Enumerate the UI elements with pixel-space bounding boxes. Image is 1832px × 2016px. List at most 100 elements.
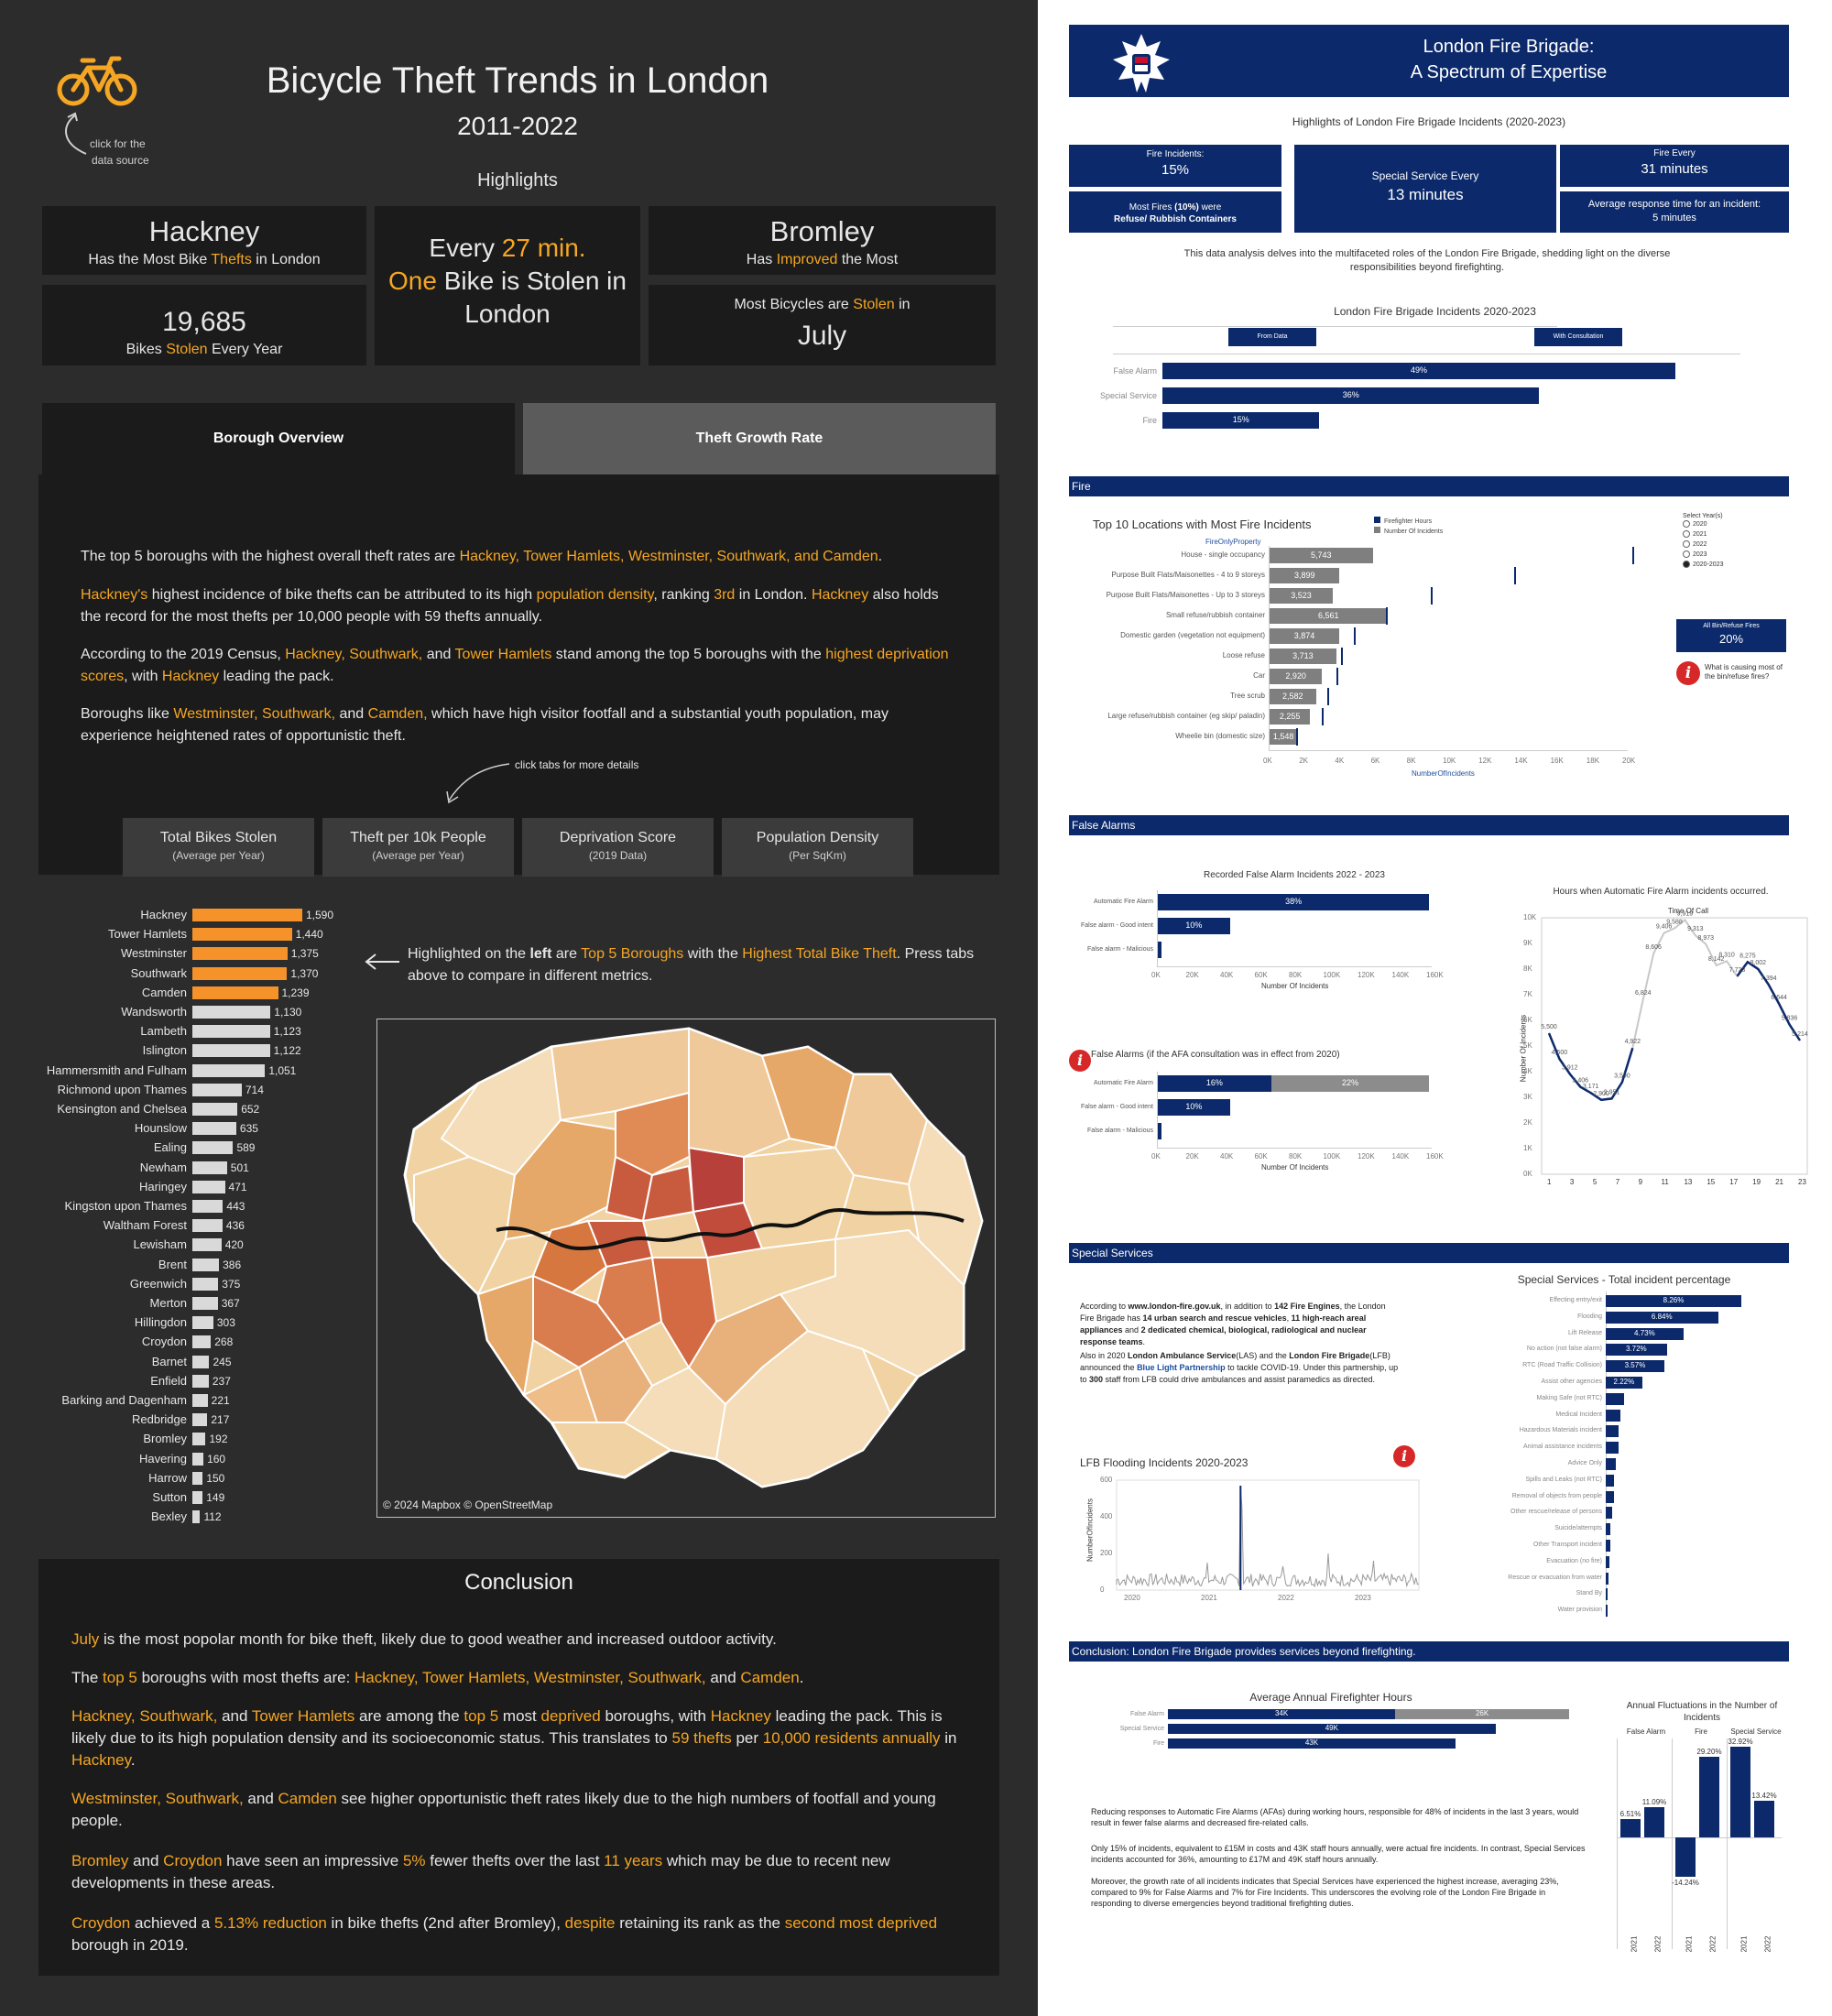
year-option[interactable]: 2020 [1683, 519, 1793, 529]
borough-value: 1,239 [281, 986, 310, 999]
data-source-note-line2[interactable]: data source [92, 154, 149, 167]
afa-point-label: 6,644 [1771, 995, 1787, 1001]
afa-series-line [1548, 918, 1801, 1101]
ss-category-label: Stand By [1576, 1590, 1602, 1597]
borough-enfield[interactable] [688, 1027, 791, 1159]
year-radio[interactable] [1683, 520, 1690, 529]
top10-bar-label: 3,713 [1292, 651, 1314, 660]
borough-bexley[interactable] [779, 1228, 965, 1379]
bin-question[interactable]: What is causing most of the bin/refuse f… [1705, 663, 1783, 681]
top10-bar-label: 3,874 [1293, 631, 1315, 640]
year-option[interactable]: 2020-2023 [1683, 560, 1793, 570]
tab-theft-growth-rate[interactable]: Theft Growth Rate [523, 403, 996, 474]
kpi-hackney-sub: Has the Most Bike Thefts in London [88, 252, 321, 267]
year-selector[interactable]: Select Year(s) 2020 2021 2022 2023 2020-2023 [1683, 513, 1793, 570]
year-radio[interactable] [1683, 530, 1690, 539]
top10-fire-chart: 5,743 3,899 3,523 6,561 3,874 3,713 2,920 2,582… [1038, 546, 1789, 784]
year-radio[interactable] [1683, 561, 1690, 569]
borough-hounslow[interactable] [476, 1274, 534, 1398]
year-radio[interactable] [1683, 550, 1690, 559]
afa-point-label: 8,275 [1739, 953, 1756, 959]
fa-chart-title: False Alarms (if the AFA consultation wa… [1091, 1050, 1340, 1060]
data-source-note-line1[interactable]: click for the [90, 137, 146, 150]
london-map-svg[interactable] [377, 1019, 996, 1518]
borough-bar [192, 1316, 213, 1330]
fa-x-tick: 120K [1358, 971, 1375, 979]
afa-point-label: 5,836 [1782, 1016, 1798, 1022]
afa-point-label: 7,394 [1761, 975, 1777, 982]
borough-label: Ealing [153, 1140, 187, 1155]
flooding-frame [1116, 1479, 1420, 1591]
fluct-group-divider [1672, 1738, 1673, 1949]
afa-point-label: 3,171 [1583, 1084, 1599, 1090]
top10-bar: 3,899 [1270, 568, 1340, 583]
fa-x-tick: 80K [1289, 1152, 1303, 1161]
borough-value: 635 [239, 1122, 258, 1136]
tabs-hint-arrow-icon [446, 763, 510, 804]
metric-tab-total-bikes-stolen[interactable]: Total Bikes Stolen (Average per Year) [123, 818, 314, 877]
data-source-note[interactable]: click for the data source [90, 136, 149, 169]
top10-legend: Firefighter Hours Number Of Incidents [1374, 517, 1443, 535]
bicycle-icon[interactable] [57, 53, 137, 108]
borough-bar [192, 1219, 223, 1233]
ff-category-label: Fire [1152, 1740, 1164, 1747]
london-borough-map[interactable]: © 2024 Mapbox © OpenStreetMap [376, 1019, 996, 1518]
conclusion-panel: Conclusion July is the most popolar mont… [38, 1559, 999, 1976]
fa-x-tick: 140K [1391, 971, 1410, 979]
incident-type-label: False Alarm [1113, 366, 1157, 376]
ss-category-label: Making Safe (not RTC) [1536, 1394, 1602, 1401]
kpi-hackney: Hackney Has the Most Bike Thefts in Lond… [42, 206, 366, 275]
metric-tab-population-density[interactable]: Population Density (Per SqKm) [722, 818, 913, 877]
borough-label: Hackney [140, 908, 187, 921]
special-text-1: According to www.london-fire.gov.uk, in … [1080, 1302, 1386, 1346]
afa-title: Hours when Automatic Fire Alarm incident… [1553, 887, 1769, 897]
metric-tab-theft-per-10k[interactable]: Theft per 10k People (Average per Year) [322, 818, 514, 877]
year-option[interactable]: 2021 [1683, 529, 1793, 539]
year-options[interactable]: 2020 2021 2022 2023 2020-2023 [1683, 519, 1793, 570]
afa-point-label: 8,310 [1718, 952, 1735, 958]
borough-bar [192, 986, 278, 999]
kpi-fire-every-label: Fire Every [1653, 148, 1696, 158]
incident-type-label: Fire [1142, 416, 1158, 425]
top10-bar-label: 2,582 [1282, 692, 1303, 701]
ss-category-label: Medical Incident [1555, 1411, 1602, 1418]
ff-bar: 49K [1168, 1724, 1496, 1734]
ss-bar [1606, 1540, 1611, 1552]
info-icon[interactable]: i [1676, 661, 1700, 685]
borough-bar [192, 1083, 242, 1096]
borough-label: Haringey [138, 1179, 187, 1193]
flooding-info-icon[interactable]: i [1393, 1445, 1415, 1467]
metric-tab-deprivation-score[interactable]: Deprivation Score (2019 Data) [522, 818, 714, 877]
ss-bar [1606, 1507, 1613, 1520]
borough-hillingdon[interactable] [413, 1155, 517, 1296]
year-option[interactable]: 2023 [1683, 550, 1793, 560]
legend-from-data[interactable]: From Data [1228, 328, 1316, 346]
lfb-conclusion-1: Reducing responses to Automatic Fire Ala… [1091, 1807, 1579, 1827]
lfb-incidents-rule [1113, 326, 1557, 327]
top10-x-tick: 0K [1263, 757, 1272, 765]
top10-bar: 2,920 [1270, 669, 1323, 684]
ss-category-label: Evacuation (no fire) [1546, 1557, 1602, 1564]
fa-x-tick: 60K [1254, 971, 1268, 979]
flooding-x-tick: 2022 [1278, 1594, 1294, 1602]
borough-bar [192, 1491, 203, 1504]
top10-x-tick: 20K [1622, 757, 1636, 765]
borough-hackney[interactable] [687, 1146, 745, 1214]
year-radio[interactable] [1683, 540, 1690, 549]
legend-with-consultation[interactable]: With Consultation [1534, 328, 1622, 346]
tab-borough-overview[interactable]: Borough Overview [42, 403, 515, 474]
ss-bar [1606, 1442, 1619, 1455]
borough-bar [192, 909, 302, 921]
borough-lambeth[interactable] [595, 1256, 663, 1342]
fa-bar [1158, 1123, 1161, 1139]
consultation-info-icon[interactable]: i [1069, 1050, 1091, 1072]
borough-value: 1,370 [290, 966, 319, 980]
bin-fires-value: 20% [1718, 632, 1744, 646]
borough-value: 237 [212, 1374, 231, 1388]
fa-chart-title: Recorded False Alarm Incidents 2022 - 20… [1204, 870, 1385, 880]
top10-location-label: Purpose Built Flats/Maisonettes - 4 to 9… [1111, 571, 1265, 579]
top10-x-tick: 2K [1299, 757, 1308, 765]
borough-newham[interactable] [743, 1146, 856, 1250]
fa-bar-label: 10% [1185, 921, 1203, 930]
year-option[interactable]: 2022 [1683, 539, 1793, 550]
